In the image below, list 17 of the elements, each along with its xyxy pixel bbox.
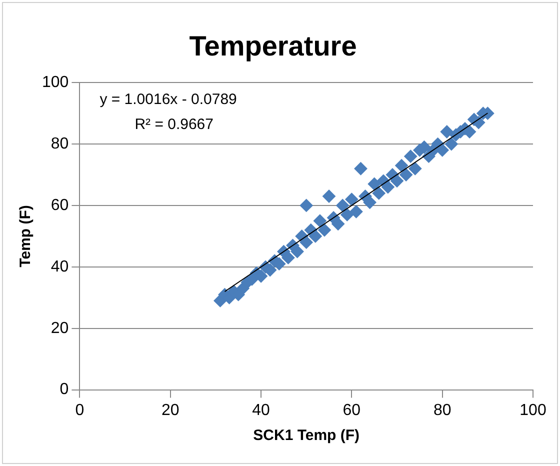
y-tick-label: 40 xyxy=(50,258,69,276)
annotation: y = 1.0016x - 0.0789 xyxy=(100,91,237,108)
x-axis-title: SCK1 Temp (F) xyxy=(253,427,360,444)
chart-title: Temperature xyxy=(189,30,357,62)
y-tick-label: 20 xyxy=(50,320,69,337)
y-axis-title: Temp (F) xyxy=(17,205,34,268)
y-tick-label: 60 xyxy=(50,196,69,214)
annotation: R² = 0.9667 xyxy=(134,116,214,134)
x-tick-label: 100 xyxy=(520,402,546,419)
x-tick-label: 20 xyxy=(161,402,180,419)
x-tick-label: 80 xyxy=(433,402,452,419)
x-tick-label: 60 xyxy=(342,402,361,419)
y-tick-label: 0 xyxy=(60,381,69,398)
y-tick-label: 100 xyxy=(42,74,69,92)
x-tick-label: 40 xyxy=(252,402,270,419)
y-tick-label: 80 xyxy=(50,135,69,152)
x-tick-label: 0 xyxy=(75,402,84,419)
